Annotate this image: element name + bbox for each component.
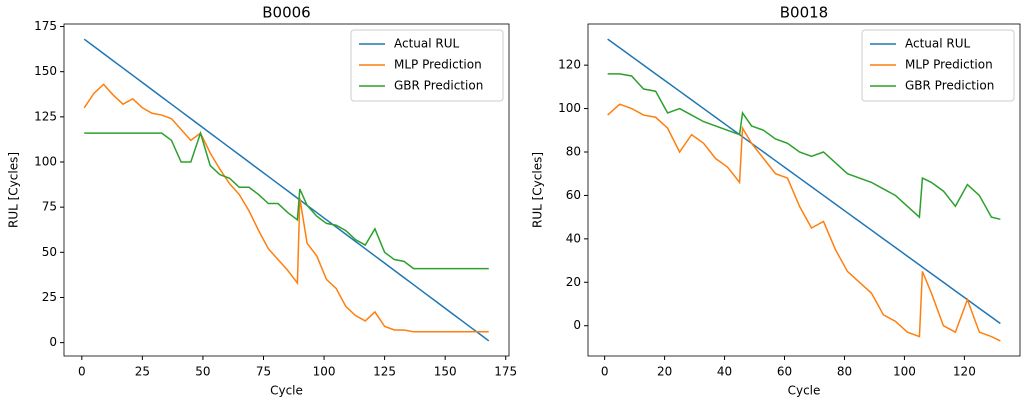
- x-axis-label: Cycle: [270, 384, 303, 398]
- x-tick-label: 20: [657, 365, 672, 379]
- x-tick-label: 25: [135, 365, 150, 379]
- chart-title: B0018: [780, 4, 828, 22]
- data-line: [607, 73, 1001, 221]
- x-tick-label: 50: [195, 365, 210, 379]
- data-line: [83, 83, 489, 333]
- x-tick-label: 60: [777, 365, 792, 379]
- legend-box: [350, 29, 504, 102]
- y-tick-label: 100: [34, 155, 57, 169]
- y-tick-label: 125: [34, 109, 57, 123]
- x-tick-label: 125: [373, 365, 396, 379]
- axes-frame: [587, 23, 1021, 357]
- chart-title: B0006: [262, 4, 310, 22]
- data-line: [607, 38, 1001, 325]
- legend-box: [861, 29, 1015, 102]
- y-tick-label: 20: [566, 275, 581, 289]
- x-tick-label: 75: [256, 365, 271, 379]
- legend-label: MLP Prediction: [394, 58, 482, 72]
- y-tick-label: 75: [42, 200, 57, 214]
- y-tick-label: 60: [566, 188, 581, 202]
- x-tick-label: 100: [893, 365, 916, 379]
- y-axis-label: RUL [Cycles]: [7, 152, 21, 228]
- axes-frame: [63, 23, 510, 357]
- x-tick-label: 150: [434, 365, 457, 379]
- legend-label: Actual RUL: [905, 37, 971, 51]
- y-tick-label: 0: [49, 335, 57, 349]
- x-tick-label: 40: [717, 365, 732, 379]
- y-tick-label: 0: [573, 318, 581, 332]
- legend-label: Actual RUL: [394, 37, 460, 51]
- x-tick-label: 0: [78, 365, 86, 379]
- subplot: B0018 0 20 40 60 80 100 120 0 20 40 60 80 100 120 Cycle…: [531, 4, 1021, 398]
- y-tick-label: 40: [566, 231, 581, 245]
- legend-label: GBR Prediction: [905, 79, 994, 93]
- data-line: [607, 103, 1001, 342]
- y-tick-label: 120: [558, 58, 581, 72]
- x-tick-label: 80: [837, 365, 852, 379]
- subplot: B0006 0 25 50 75 100 125 150 175 0 25 50 75 100 125 150…: [7, 4, 518, 398]
- data-line: [84, 130, 489, 270]
- x-axis-label: Cycle: [788, 384, 821, 398]
- data-line: [83, 38, 490, 342]
- y-tick-label: 100: [558, 101, 581, 115]
- y-tick-label: 50: [42, 245, 57, 259]
- y-tick-label: 80: [566, 145, 581, 159]
- legend-label: GBR Prediction: [394, 79, 483, 93]
- y-tick-label: 25: [42, 290, 57, 304]
- x-tick-label: 120: [953, 365, 976, 379]
- x-tick-label: 100: [313, 365, 336, 379]
- legend-label: MLP Prediction: [905, 58, 993, 72]
- y-axis-label: RUL [Cycles]: [531, 152, 545, 228]
- y-tick-label: 175: [34, 19, 57, 33]
- y-tick-label: 150: [34, 64, 57, 78]
- x-tick-label: 0: [601, 365, 609, 379]
- x-tick-label: 175: [494, 365, 517, 379]
